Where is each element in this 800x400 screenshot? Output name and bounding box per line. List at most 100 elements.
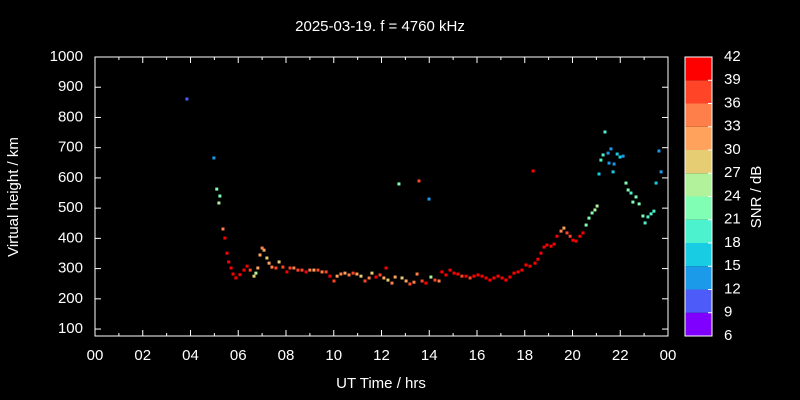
data-point (504, 278, 508, 282)
data-point (520, 268, 524, 272)
data-point (528, 264, 532, 268)
data-point (568, 234, 572, 238)
data-point (374, 275, 378, 279)
data-point (611, 170, 615, 174)
data-point (472, 274, 476, 278)
data-point (408, 282, 412, 286)
data-point (351, 271, 355, 275)
data-point (212, 156, 216, 160)
data-point (285, 270, 289, 274)
data-point (420, 279, 424, 283)
data-point (390, 281, 394, 285)
data-point (308, 268, 312, 272)
data-point (559, 229, 563, 233)
data-point (267, 261, 271, 265)
y-axis-label: Virtual height / km (5, 137, 22, 257)
data-point (417, 179, 421, 183)
colorbar-tick-label: 39 (724, 71, 741, 88)
data-point (258, 253, 262, 257)
data-point (468, 276, 472, 280)
y-tick-label: 500 (58, 199, 83, 216)
colorbar-tick-label: 9 (724, 304, 732, 321)
data-point (415, 272, 419, 276)
data-point (631, 200, 635, 204)
colorbar-band (685, 126, 712, 150)
y-tick-label: 600 (58, 169, 83, 186)
y-tick-label: 800 (58, 108, 83, 125)
data-point (657, 149, 661, 153)
data-point (300, 268, 304, 272)
x-tick-label: 18 (516, 347, 533, 364)
data-point (555, 234, 559, 238)
colorbar-band (685, 312, 712, 336)
data-point (524, 263, 528, 267)
x-tick-label: 04 (182, 347, 199, 364)
data-point (404, 279, 408, 283)
data-point (215, 187, 219, 191)
data-point (339, 272, 343, 276)
data-point (536, 257, 540, 261)
colorbar-band (685, 150, 712, 174)
data-point (581, 231, 585, 235)
data-point (587, 216, 591, 220)
data-point (615, 152, 619, 156)
data-point (225, 251, 229, 255)
colorbar-tick-label: 15 (724, 257, 741, 274)
data-point (646, 215, 650, 219)
data-point (254, 271, 258, 275)
data-point (597, 172, 601, 176)
data-point (574, 239, 578, 243)
data-point (621, 154, 625, 158)
data-point (332, 279, 336, 283)
data-point (343, 271, 347, 275)
data-point (448, 268, 452, 272)
data-point (397, 182, 401, 186)
data-point (571, 238, 575, 242)
chart-title: 2025-03-19. f = 4760 kHz (295, 18, 465, 35)
data-point (624, 181, 628, 185)
data-point (248, 268, 252, 272)
colorbar-tick-label: 27 (724, 164, 741, 181)
data-point (641, 214, 645, 218)
data-point (531, 169, 535, 173)
y-tick-label: 200 (58, 290, 83, 307)
data-point (234, 276, 238, 280)
data-point (335, 274, 339, 278)
data-point (607, 161, 611, 165)
colorbar-tick-label: 36 (724, 94, 741, 111)
colorbar-tick-label: 21 (724, 211, 741, 228)
data-point (643, 221, 647, 225)
data-point (584, 223, 588, 227)
colorbar-band (685, 80, 712, 104)
x-tick-label: 16 (469, 347, 486, 364)
x-tick-label: 00 (87, 347, 104, 364)
data-point (363, 279, 367, 283)
colorbar-band (685, 103, 712, 127)
data-point (618, 155, 622, 159)
x-tick-label: 14 (421, 347, 438, 364)
data-point (444, 273, 448, 277)
data-point (347, 273, 351, 277)
data-point (590, 211, 594, 215)
y-tick-label: 900 (58, 78, 83, 95)
y-tick-label: 100 (58, 320, 83, 337)
colorbar-tick-label: 24 (724, 187, 741, 204)
data-point (508, 275, 512, 279)
data-point (292, 266, 296, 270)
x-tick-label: 02 (134, 347, 151, 364)
x-tick-label: 12 (373, 347, 390, 364)
data-point (456, 272, 460, 276)
x-tick-label: 08 (278, 347, 295, 364)
data-point (578, 234, 582, 238)
colorbar-band (685, 219, 712, 243)
x-axis-label: UT Time / hrs (336, 375, 426, 392)
plot-frame (94, 56, 669, 337)
colorbar-frame (684, 56, 713, 337)
data-point (218, 194, 222, 198)
data-point (304, 270, 308, 274)
data-point (355, 272, 359, 276)
colorbar-tick-label: 42 (724, 48, 741, 65)
data-point (433, 278, 437, 282)
